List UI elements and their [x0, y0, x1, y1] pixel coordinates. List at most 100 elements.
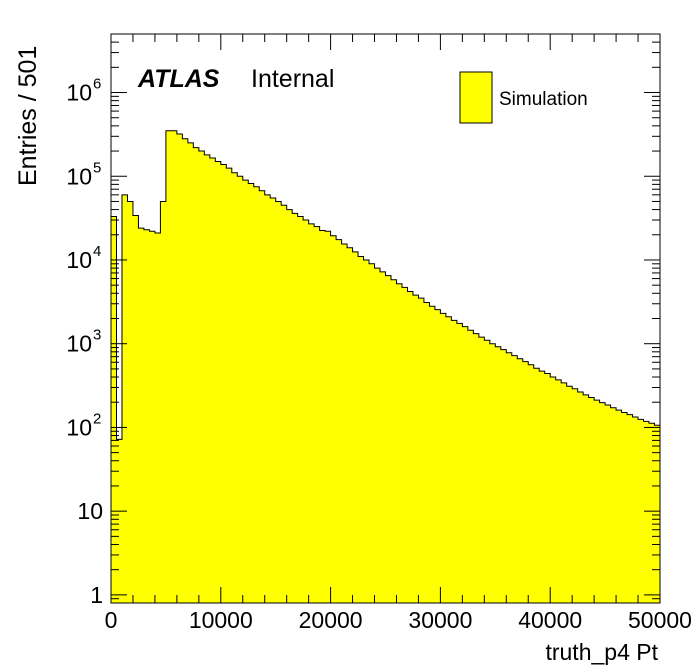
histogram-bin: [193, 147, 200, 603]
histogram-bin: [462, 326, 469, 603]
histogram-bin: [572, 388, 579, 603]
histogram-bin: [456, 323, 463, 603]
y-tick-label: 10: [66, 80, 92, 106]
histogram-bin: [330, 235, 337, 603]
histogram-bin: [544, 373, 551, 603]
histogram-bin: [165, 130, 172, 603]
histogram-bin: [440, 313, 447, 603]
histogram-bin: [528, 364, 535, 603]
histogram-bin: [522, 361, 529, 603]
histogram-bin: [632, 417, 639, 603]
histogram-bin: [215, 161, 222, 603]
histogram-bin: [429, 306, 436, 603]
histogram-bin: [445, 316, 452, 603]
y-tick-exponent: 3: [93, 327, 101, 344]
histogram-bin: [561, 382, 568, 603]
histogram-bin: [489, 343, 496, 603]
legend-label: Simulation: [499, 89, 588, 110]
histogram-bin: [314, 226, 321, 603]
histogram-bin: [412, 295, 419, 603]
x-tick-label: 40000: [518, 607, 582, 633]
histogram-bin: [566, 386, 573, 603]
histogram-bin: [160, 201, 167, 603]
histogram-bin: [297, 216, 304, 603]
histogram-bin: [467, 330, 474, 603]
atlas-label: ATLAS: [137, 65, 220, 93]
histogram-bin: [390, 279, 397, 603]
histogram-bin: [610, 407, 617, 603]
histogram-bin: [253, 186, 260, 603]
histogram-bin: [369, 263, 375, 603]
histogram-bin: [638, 419, 644, 603]
y-tick-exponent: 4: [93, 243, 101, 260]
histogram-bin: [292, 213, 299, 603]
histogram-bars: [110, 130, 661, 604]
histogram-bin: [270, 197, 277, 604]
histogram-bin: [649, 423, 655, 603]
y-axis-label: Entries / 501: [14, 46, 42, 186]
histogram-bin: [325, 231, 331, 603]
histogram-bin: [484, 340, 491, 603]
y-tick-exponent: 5: [93, 159, 101, 176]
histogram-bin: [451, 320, 458, 603]
histogram-bin: [594, 400, 601, 603]
histogram-bin: [121, 194, 128, 603]
x-tick-label: 20000: [299, 607, 363, 633]
histogram-bin: [550, 377, 557, 603]
histogram-bin: [303, 220, 310, 603]
histogram-bin: [204, 154, 211, 603]
y-tick-label: 10: [77, 498, 103, 524]
histogram-bin: [506, 352, 513, 603]
histogram-bin: [627, 414, 633, 603]
y-tick-exponent: 6: [93, 76, 101, 93]
histogram-bin: [643, 421, 650, 603]
y-tick-label: 10: [66, 163, 92, 189]
histogram-bin: [149, 231, 156, 603]
histogram-bin: [588, 397, 595, 603]
histogram-bin: [111, 216, 117, 603]
histogram-bin: [583, 394, 590, 603]
histogram-bin: [358, 256, 364, 603]
x-tick-label: 10000: [189, 607, 253, 633]
histogram-bin: [319, 230, 326, 604]
histogram-bin: [616, 410, 622, 603]
histogram-bin: [511, 355, 518, 603]
histogram-bin: [308, 223, 315, 604]
histogram-bin: [226, 168, 233, 603]
histogram-bin: [517, 358, 524, 603]
legend-swatch: [459, 71, 493, 124]
histogram-bin: [539, 371, 546, 603]
histogram-bin: [176, 133, 183, 603]
histogram-bin: [237, 176, 244, 603]
histogram-bin: [352, 251, 359, 604]
histogram-bin: [198, 151, 205, 604]
histogram-bin: [621, 412, 628, 603]
histogram-bin: [116, 439, 123, 603]
y-tick-label: 10: [66, 331, 92, 357]
histogram-bin: [248, 183, 255, 603]
y-tick-label: 10: [66, 247, 92, 273]
histogram-bin: [138, 228, 145, 603]
y-tick-label: 1: [90, 582, 103, 608]
histogram-bin: [220, 164, 227, 604]
histogram-bin: [533, 368, 540, 603]
x-tick-label: 30000: [408, 607, 472, 633]
histogram-bin: [182, 138, 189, 603]
histogram-bin: [473, 333, 480, 603]
x-tick-label: 50000: [628, 607, 692, 633]
histogram-bin: [396, 283, 403, 603]
histogram-bin: [347, 247, 353, 604]
histogram-bin: [132, 215, 139, 604]
histogram-bin: [363, 259, 370, 603]
histogram-bin: [209, 158, 216, 604]
histogram-bin: [154, 233, 161, 603]
histogram-bin: [380, 271, 386, 603]
y-tick-label: 10: [66, 414, 92, 440]
histogram-bin: [605, 405, 611, 603]
histogram-bin: [286, 209, 293, 603]
histogram-bin: [171, 130, 178, 603]
histogram-bin: [423, 302, 430, 603]
x-tick-label: 0: [105, 607, 118, 633]
histogram-bin: [336, 239, 342, 603]
